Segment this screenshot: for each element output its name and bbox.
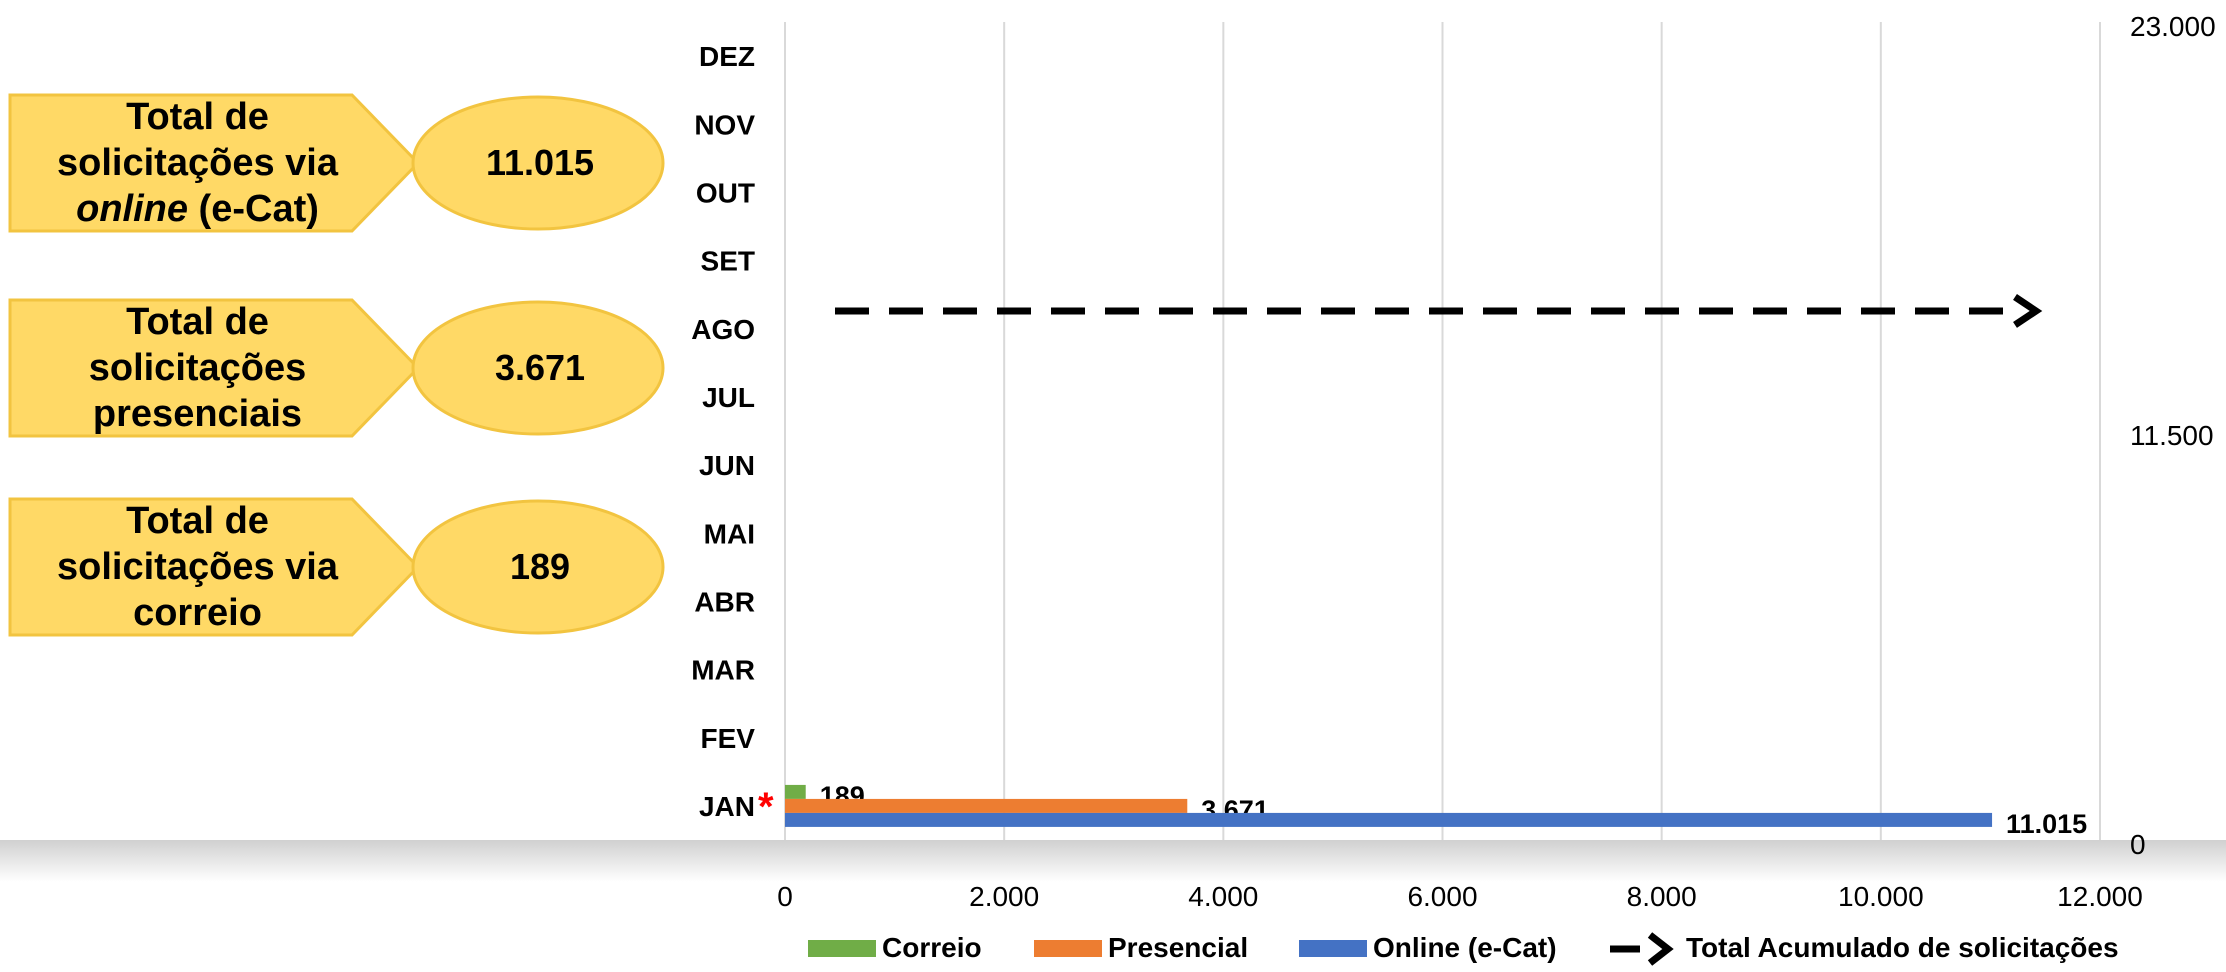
- x-tick-label: 4.000: [1188, 881, 1258, 912]
- legend-swatch: [808, 940, 876, 957]
- callout-label: Total de solicitações via online (e-Cat): [10, 93, 385, 233]
- callout-value: 11.015: [485, 142, 595, 183]
- callout-shape: [8, 93, 665, 233]
- callout-ellipse: [411, 95, 665, 231]
- category-label: MAI: [704, 518, 755, 549]
- category-label: OUT: [696, 177, 755, 208]
- callout-shape: [8, 298, 665, 438]
- callout-label-line2: solicitações via: [57, 546, 338, 588]
- legend-swatch: [1034, 940, 1102, 957]
- legend-label: Total Acumulado de solicitações: [1686, 932, 2119, 963]
- callout-presencial-total: Total de solicitações presenciais 3.671: [0, 298, 680, 438]
- category-label: SET: [701, 246, 755, 277]
- bar: [785, 798, 1188, 813]
- category-label: AGO: [691, 314, 755, 345]
- callout-label-line3: presenciais: [92, 393, 303, 435]
- callout-label-line2: solicitações via: [57, 142, 338, 184]
- category-label: JAN: [699, 791, 755, 822]
- callout-value: 189: [509, 546, 571, 587]
- callout-pentagon: [8, 93, 421, 233]
- secondary-tick-label: 0: [2130, 829, 2146, 860]
- secondary-tick-label: 11.500: [2130, 420, 2214, 451]
- legend-label: Correio: [882, 932, 982, 963]
- callout-label-line3-italic: online: [76, 188, 188, 230]
- callout-label-line2: solicitações: [88, 347, 307, 389]
- legend-label: Presencial: [1108, 932, 1248, 963]
- callout-label-line1: Total de: [126, 301, 269, 343]
- legend-swatch: [1299, 940, 1367, 957]
- callout-value: 3.671: [494, 347, 586, 388]
- callout-label-line3: (e-Cat): [188, 188, 319, 230]
- accumulated-line-arrowhead: [2013, 294, 2043, 328]
- secondary-tick-label: 23.000: [2130, 11, 2216, 42]
- category-label: NOV: [694, 109, 755, 140]
- callout-pentagon: [8, 497, 421, 637]
- callout-online-total: Total de solicitações via online (e-Cat)…: [0, 93, 680, 233]
- x-tick-label: 2.000: [969, 881, 1039, 912]
- axis-shadow-band: [0, 840, 2226, 882]
- data-label: 11.015: [2006, 809, 2087, 839]
- callout-label-line1: Total de: [126, 96, 269, 138]
- callout-label-line1: Total de: [126, 500, 269, 542]
- asterisk-marker: *: [758, 785, 774, 829]
- category-label: DEZ: [699, 41, 755, 72]
- legend-arrowhead: [1647, 932, 1674, 966]
- callout-pentagon: [8, 298, 421, 438]
- callout-shape: [8, 497, 665, 637]
- category-label: ABR: [694, 586, 755, 617]
- legend-label: Online (e-Cat): [1373, 932, 1557, 963]
- callout-label: Total de solicitações presenciais: [10, 298, 385, 438]
- bar: [785, 784, 806, 799]
- category-label: JUL: [702, 382, 755, 413]
- category-label: FEV: [701, 723, 756, 754]
- category-label: MAR: [691, 655, 755, 686]
- bar: [785, 812, 1993, 827]
- callout-label: Total de solicitações via correio: [10, 497, 385, 637]
- x-tick-label: 12.000: [2057, 881, 2143, 912]
- x-tick-label: 8.000: [1627, 881, 1697, 912]
- category-label: JUN: [699, 450, 755, 481]
- callout-ellipse: [411, 300, 665, 436]
- x-tick-label: 10.000: [1838, 881, 1924, 912]
- callout-ellipse: [411, 499, 665, 635]
- x-tick-label: 6.000: [1407, 881, 1477, 912]
- x-tick-label: 0: [777, 881, 793, 912]
- callout-label-line3: correio: [133, 592, 262, 634]
- callout-correio-total: Total de solicitações via correio 189: [0, 497, 680, 637]
